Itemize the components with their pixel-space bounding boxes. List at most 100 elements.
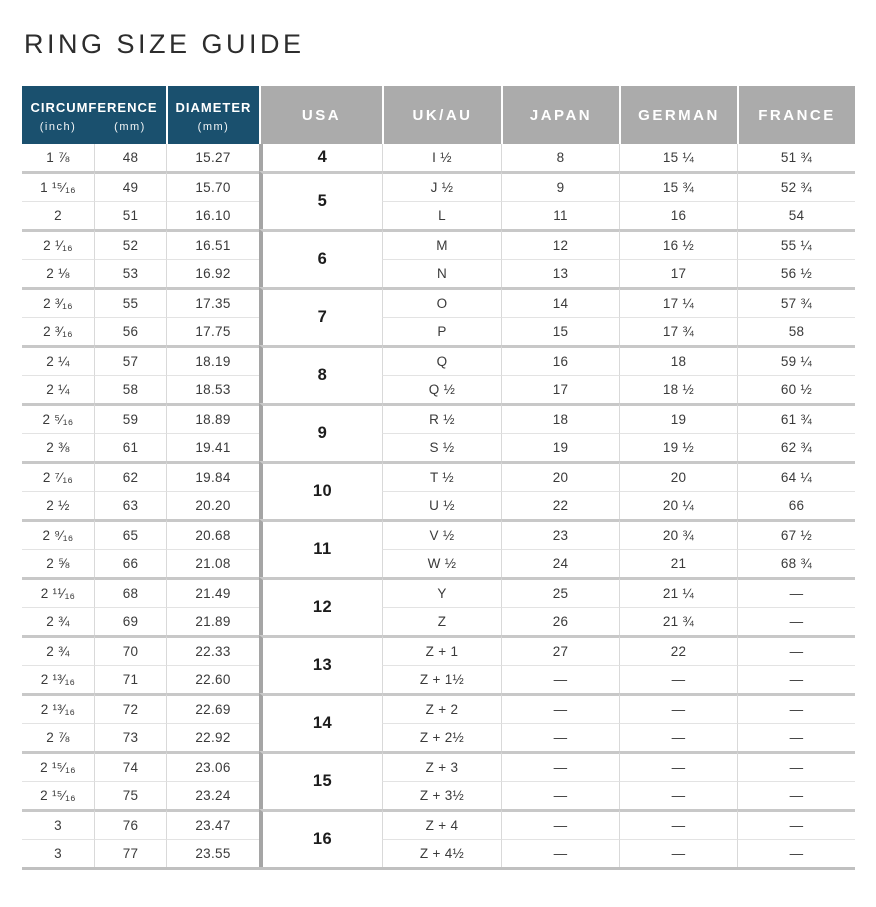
cell-diameter-mm: 15.27 [166,144,259,171]
circumference-mm-unit: (mm) [114,120,146,133]
cell-france-size: 60 ½ [737,375,855,403]
cell-france-size: — [737,635,855,665]
table-row: 2 ⁵⁄₁₆ 59 18.89 9 R ½ 18 19 61 ¾ [22,403,855,461]
cell-circumference-inch: 2 ⁹⁄₁₆ [22,519,94,549]
cell-circumference-mm: 56 [94,317,166,345]
header-german: GERMAN [619,86,737,144]
ring-size-table: CIRCUMFERENCE (inch) (mm) DIAMETER (mm) … [22,86,855,870]
cell-circumference-inch: 2 ⅞ [22,723,94,751]
cell-german-size: — [619,781,737,809]
cell-usa-size: 10 [259,461,382,519]
cell-circumference-inch: 2 ⅝ [22,549,94,577]
cell-france-size: 59 ¼ [737,345,855,375]
cell-diameter-mm: 23.24 [166,781,259,809]
table-row: 2 ¹¹⁄₁₆ 68 21.49 12 Y 25 21 ¼ — [22,577,855,635]
table-row: 2 ¹⁵⁄₁₆ 75 23.24 Z + 3½ — — — [22,781,855,809]
cell-france-size: 56 ½ [737,259,855,287]
cell-diameter-mm: 22.92 [166,723,259,751]
cell-france-size: — [737,839,855,867]
cell-german-size: — [619,693,737,723]
header-diameter: DIAMETER (mm) [166,86,259,144]
table-row: 2 ⅝ 66 21.08 W ½ 24 21 68 ¾ [22,549,855,577]
cell-german-size: 19 [619,403,737,433]
cell-german-size: 18 ½ [619,375,737,403]
header-france: FRANCE [737,86,855,144]
diameter-label: DIAMETER [175,99,252,115]
cell-usa-size: 15 [259,751,382,809]
cell-usa-size: 7 [259,287,382,345]
table-row: 2 ¾ 70 22.33 13 Z + 1 27 22— [22,635,855,693]
header-uk-au: UK/AU [382,86,501,144]
cell-france-size: 54 [737,201,855,229]
cell-france-size: 62 ¾ [737,433,855,461]
cell-german-size: 20 ¾ [619,519,737,549]
cell-circumference-mm: 53 [94,259,166,287]
cell-usa-size: 14 [259,693,382,751]
cell-uk-au-size: Z + 4 [382,809,501,839]
cell-japan-size: 11 [501,201,619,229]
cell-usa-size: 8 [259,345,382,403]
cell-uk-au-size: L [382,201,501,229]
cell-uk-au-size: Q ½ [382,375,501,403]
cell-circumference-inch: 2 ¹¹⁄₁₆ [22,577,94,607]
cell-france-size: 67 ½ [737,519,855,549]
cell-german-size: 17 [619,259,737,287]
table-row: 2 ½ 63 20.20 U ½ 22 20 ¼ 66 [22,491,855,519]
cell-usa-size: 9 [259,403,382,461]
cell-german-size: 21 ¼ [619,577,737,607]
cell-german-size: 19 ½ [619,433,737,461]
cell-diameter-mm: 16.51 [166,229,259,259]
cell-circumference-mm: 48 [94,144,166,171]
cell-japan-size: 19 [501,433,619,461]
cell-circumference-inch: 2 ⁵⁄₁₆ [22,403,94,433]
table-row: 2 ³⁄₁₆ 56 17.75 P 15 17 ¾ 58 [22,317,855,345]
table-row: 2 ¹⁵⁄₁₆ 74 23.06 15 Z + 3— — — [22,751,855,809]
table-row: 2 ⅜ 61 19.41 S ½ 19 19 ½ 62 ¾ [22,433,855,461]
table-row: 2 ⁷⁄₁₆ 62 19.84 10 T ½ 20 20 64 ¼ [22,461,855,519]
circumference-label: CIRCUMFERENCE [30,99,158,115]
table-row: 2 ⁹⁄₁₆ 65 20.68 11 V ½ 23 20 ¾ 67 ½ [22,519,855,577]
table-row: 2 ³⁄₁₆ 55 17.35 7 O 14 17 ¼ 57 ¾ [22,287,855,345]
cell-circumference-inch: 2 ¹⁵⁄₁₆ [22,781,94,809]
table-row: 3 76 23.47 16 Z + 4— — — [22,809,855,867]
cell-circumference-inch: 1 ¹⁵⁄₁₆ [22,171,94,201]
cell-france-size: 52 ¾ [737,171,855,201]
cell-diameter-mm: 18.89 [166,403,259,433]
cell-usa-size: 13 [259,635,382,693]
cell-uk-au-size: M [382,229,501,259]
cell-france-size: 64 ¼ [737,461,855,491]
table-row: 2 ¹³⁄₁₆ 72 22.69 14 Z + 2— — — [22,693,855,751]
cell-uk-au-size: S ½ [382,433,501,461]
cell-diameter-mm: 22.69 [166,693,259,723]
cell-circumference-inch: 2 ¼ [22,375,94,403]
cell-uk-au-size: Z + 3 [382,751,501,781]
cell-diameter-mm: 17.75 [166,317,259,345]
diameter-mm-unit: (mm) [197,120,230,133]
header-usa: USA [259,86,382,144]
cell-france-size: — [737,693,855,723]
cell-diameter-mm: 19.84 [166,461,259,491]
cell-circumference-mm: 51 [94,201,166,229]
cell-circumference-mm: 49 [94,171,166,201]
table-row: 1 ¹⁵⁄₁₆ 49 15.70 5 J ½ 9 15 ¾ 52 ¾ [22,171,855,229]
cell-japan-size: 23 [501,519,619,549]
header-circumference: CIRCUMFERENCE (inch) (mm) [22,86,166,144]
cell-uk-au-size: Z + 2½ [382,723,501,751]
cell-japan-size: 26 [501,607,619,635]
cell-uk-au-size: Q [382,345,501,375]
cell-circumference-mm: 52 [94,229,166,259]
cell-uk-au-size: Z + 3½ [382,781,501,809]
cell-circumference-mm: 63 [94,491,166,519]
cell-circumference-inch: 2 ¹³⁄₁₆ [22,665,94,693]
cell-uk-au-size: Z + 1½ [382,665,501,693]
header-row: CIRCUMFERENCE (inch) (mm) DIAMETER (mm) … [22,86,855,144]
cell-uk-au-size: U ½ [382,491,501,519]
table-row: 2 ¼ 58 18.53 Q ½ 17 18 ½ 60 ½ [22,375,855,403]
cell-circumference-mm: 75 [94,781,166,809]
cell-circumference-mm: 71 [94,665,166,693]
cell-german-size: 17 ¼ [619,287,737,317]
cell-japan-size: 27 [501,635,619,665]
cell-circumference-inch: 2 ⁷⁄₁₆ [22,461,94,491]
cell-japan-size: 16 [501,345,619,375]
